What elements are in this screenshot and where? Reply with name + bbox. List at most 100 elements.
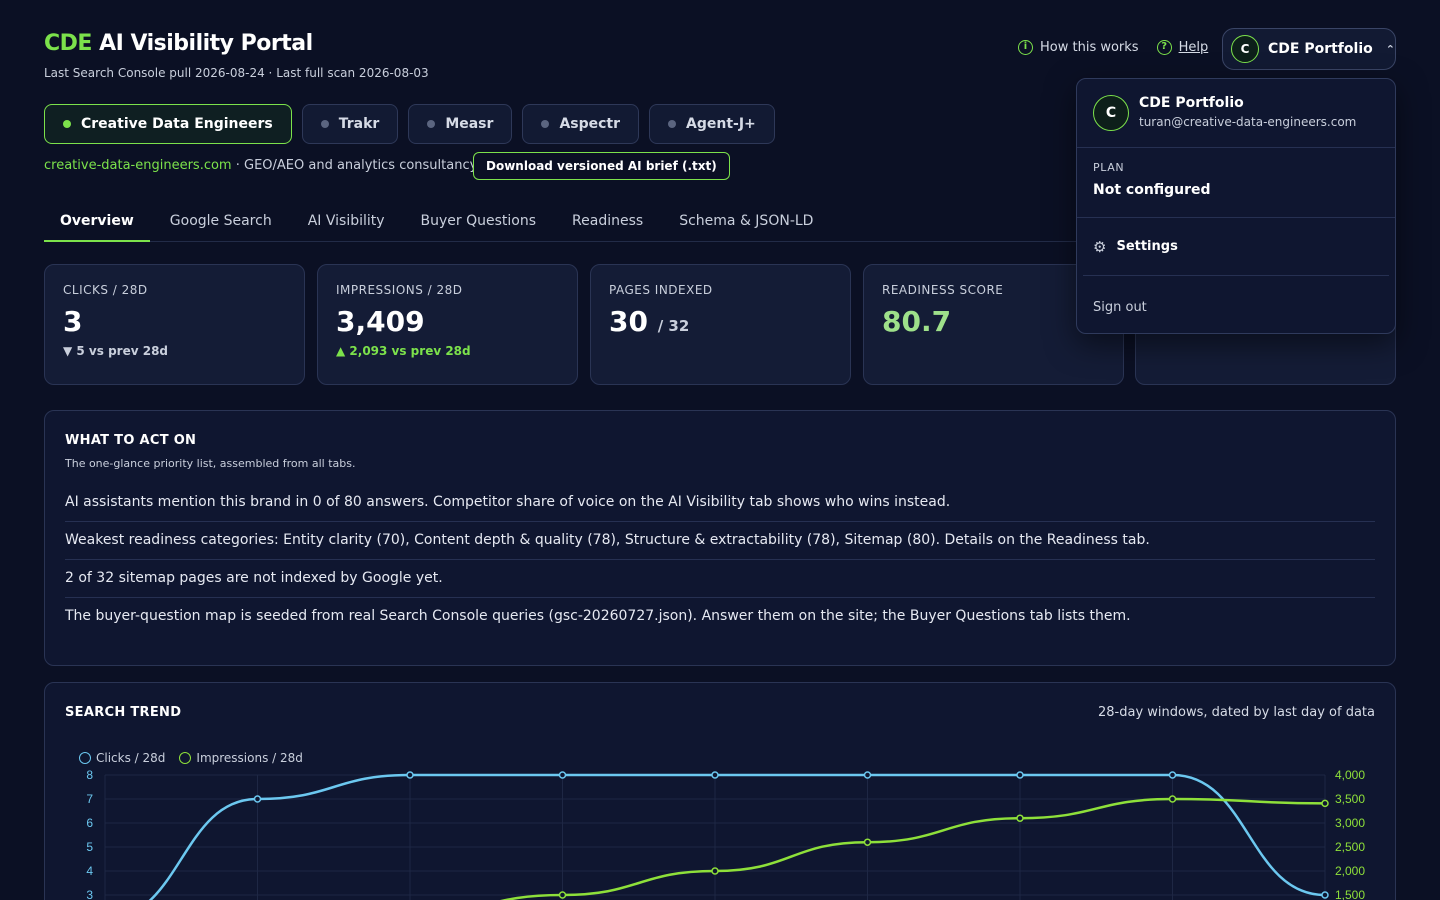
data-point — [711, 867, 719, 875]
tab-schema-json-ld[interactable]: Schema & JSON-LD — [679, 213, 814, 229]
domain-line: creative-data-engineers.com · GEO/AEO an… — [44, 158, 477, 173]
status-dot-icon — [427, 120, 436, 128]
act-list: AI assistants mention this brand in 0 of… — [65, 484, 1375, 635]
brand-accent: CDE — [44, 31, 92, 56]
panel-subtitle: The one-glance priority list, assembled … — [65, 457, 356, 470]
tab-bar: Overview Google Search AI Visibility Buy… — [44, 204, 1396, 242]
list-item: 2 of 32 sitemap pages are not indexed by… — [65, 560, 1375, 598]
download-brief-button[interactable]: Download versioned AI brief (.txt) — [473, 152, 730, 180]
stat-value-wrap: 30 / 32 — [609, 305, 832, 338]
legend-item-clicks[interactable]: Clicks / 28d — [79, 751, 165, 765]
legend-swatch-impressions — [179, 752, 192, 764]
y-right-tick-label: 3,500 — [1335, 792, 1365, 806]
account-header: C CDE Portfolio turan@creative-data-engi… — [1077, 79, 1395, 148]
search-trend-panel: 8 7 6 5 4 3 4,000 3,500 3,000 2,500 2,000 1,500 SEA… — [44, 682, 1396, 900]
y-left-tick-label: 3 — [86, 888, 93, 900]
plan-label: PLAN — [1093, 161, 1125, 174]
y-left-tick-label: 7 — [86, 792, 93, 806]
stat-card-impressions: IMPRESSIONS / 28D 3,409 ▲ 2,093 vs prev … — [317, 264, 578, 385]
how-this-works-link[interactable]: i How this works — [1018, 40, 1139, 55]
stat-card-clicks: CLICKS / 28D 3 ▼ 5 vs prev 28d — [44, 264, 305, 385]
account-name: CDE Portfolio — [1139, 95, 1244, 111]
project-label: Creative Data Engineers — [81, 116, 273, 132]
top-links: i How this works ? Help — [1018, 40, 1208, 55]
legend-swatch-clicks — [79, 752, 91, 764]
status-dot-icon — [541, 120, 550, 128]
stat-suffix: / 32 — [657, 317, 690, 335]
stat-label: CLICKS / 28D — [63, 283, 148, 297]
data-point — [863, 771, 872, 779]
project-pill-aspectr[interactable]: Aspectr — [522, 104, 640, 144]
data-point — [406, 771, 414, 779]
legend-label: Impressions / 28d — [196, 751, 303, 765]
y-left-tick-label: 8 — [86, 768, 93, 782]
domain-link[interactable]: creative-data-engineers.com — [44, 158, 232, 173]
account-menu-button[interactable]: C CDE Portfolio ⌃ — [1222, 28, 1396, 70]
y-right-tick-label: 3,000 — [1335, 816, 1365, 830]
account-dropdown: C CDE Portfolio turan@creative-data-engi… — [1076, 78, 1396, 334]
tab-overview[interactable]: Overview — [44, 204, 150, 242]
data-point — [558, 891, 567, 899]
info-icon: i — [1018, 40, 1033, 55]
y-right-tick-label: 2,500 — [1335, 840, 1365, 854]
app-title: CDE AI Visibility Portal — [44, 31, 313, 56]
list-item: The buyer-question map is seeded from re… — [65, 608, 1131, 624]
plan-value: Not configured — [1093, 182, 1211, 198]
legend-label: Clicks / 28d — [96, 751, 166, 765]
status-dot-icon — [320, 120, 329, 128]
help-label: Help — [1178, 40, 1209, 55]
chevron-up-icon: ⌃ — [1385, 42, 1395, 56]
account-email: turan@creative-data-engineers.com — [1139, 115, 1357, 129]
stat-label: IMPRESSIONS / 28D — [336, 283, 463, 297]
y-left-tick-label: 4 — [86, 864, 93, 878]
project-label: Trakr — [338, 116, 380, 132]
panel-title: SEARCH TREND — [65, 705, 182, 720]
project-label: Aspectr — [559, 116, 621, 132]
y-right-tick-label: 2,000 — [1335, 864, 1365, 878]
data-point — [1168, 795, 1177, 803]
gear-icon: ⚙ — [1093, 237, 1107, 256]
data-point — [711, 771, 719, 779]
domain-description: · GEO/AEO and analytics consultancy — [231, 158, 478, 173]
tab-readiness[interactable]: Readiness — [572, 213, 644, 229]
data-point — [253, 795, 262, 803]
data-point — [863, 838, 872, 846]
tab-buyer-questions[interactable]: Buyer Questions — [420, 213, 537, 229]
status-dot-icon — [668, 120, 677, 128]
tab-ai-visibility[interactable]: AI Visibility — [307, 213, 385, 229]
settings-menu-item[interactable]: ⚙ Settings — [1083, 218, 1389, 276]
data-point — [1321, 799, 1329, 808]
project-switcher: Creative Data Engineers Trakr Measr Aspe… — [44, 104, 775, 144]
project-pill-trakr[interactable]: Trakr — [301, 104, 399, 144]
tab-google-search[interactable]: Google Search — [169, 213, 272, 229]
project-label: Measr — [445, 116, 494, 132]
how-this-works-label: How this works — [1040, 40, 1139, 55]
avatar: C — [1231, 35, 1259, 63]
y-right-tick-label: 1,500 — [1335, 888, 1365, 900]
stat-value: 30 — [609, 305, 648, 338]
panel-title: WHAT TO ACT ON — [65, 433, 197, 448]
stat-value: 80.7 — [882, 305, 952, 338]
y-left-tick-label: 5 — [86, 840, 93, 854]
project-pill-measr[interactable]: Measr — [408, 104, 513, 144]
question-icon: ? — [1156, 40, 1172, 55]
stat-delta: ▲ 2,093 vs prev 28d — [336, 344, 471, 358]
status-dot-icon — [63, 120, 71, 128]
data-point — [1016, 814, 1024, 822]
account-info: CDE Portfolio turan@creative-data-engine… — [1139, 95, 1356, 131]
last-pull-status: Last Search Console pull 2026-08-24 · La… — [44, 66, 429, 80]
list-item: Weakest readiness categories: Entity cla… — [65, 522, 1375, 560]
stat-value: 3 — [63, 305, 83, 338]
project-label: Agent-J+ — [686, 116, 756, 132]
stat-card-pages-indexed: PAGES INDEXED 30 / 32 — [590, 264, 851, 385]
help-link[interactable]: ? Help — [1156, 40, 1209, 55]
stat-delta: ▼ 5 vs prev 28d — [63, 344, 169, 358]
list-item: AI assistants mention this brand in 0 of… — [65, 484, 1375, 522]
avatar: C — [1093, 95, 1129, 131]
what-to-act-on-panel: WHAT TO ACT ON The one-glance priority l… — [44, 410, 1396, 666]
project-pill-creative-data-engineers[interactable]: Creative Data Engineers — [44, 104, 292, 144]
project-pill-agent-j[interactable]: Agent-J+ — [649, 104, 775, 144]
sign-out-menu-item[interactable]: Sign out — [1093, 300, 1147, 315]
y-left-tick-label: 6 — [86, 816, 93, 830]
legend-item-impressions[interactable]: Impressions / 28d — [179, 751, 303, 765]
